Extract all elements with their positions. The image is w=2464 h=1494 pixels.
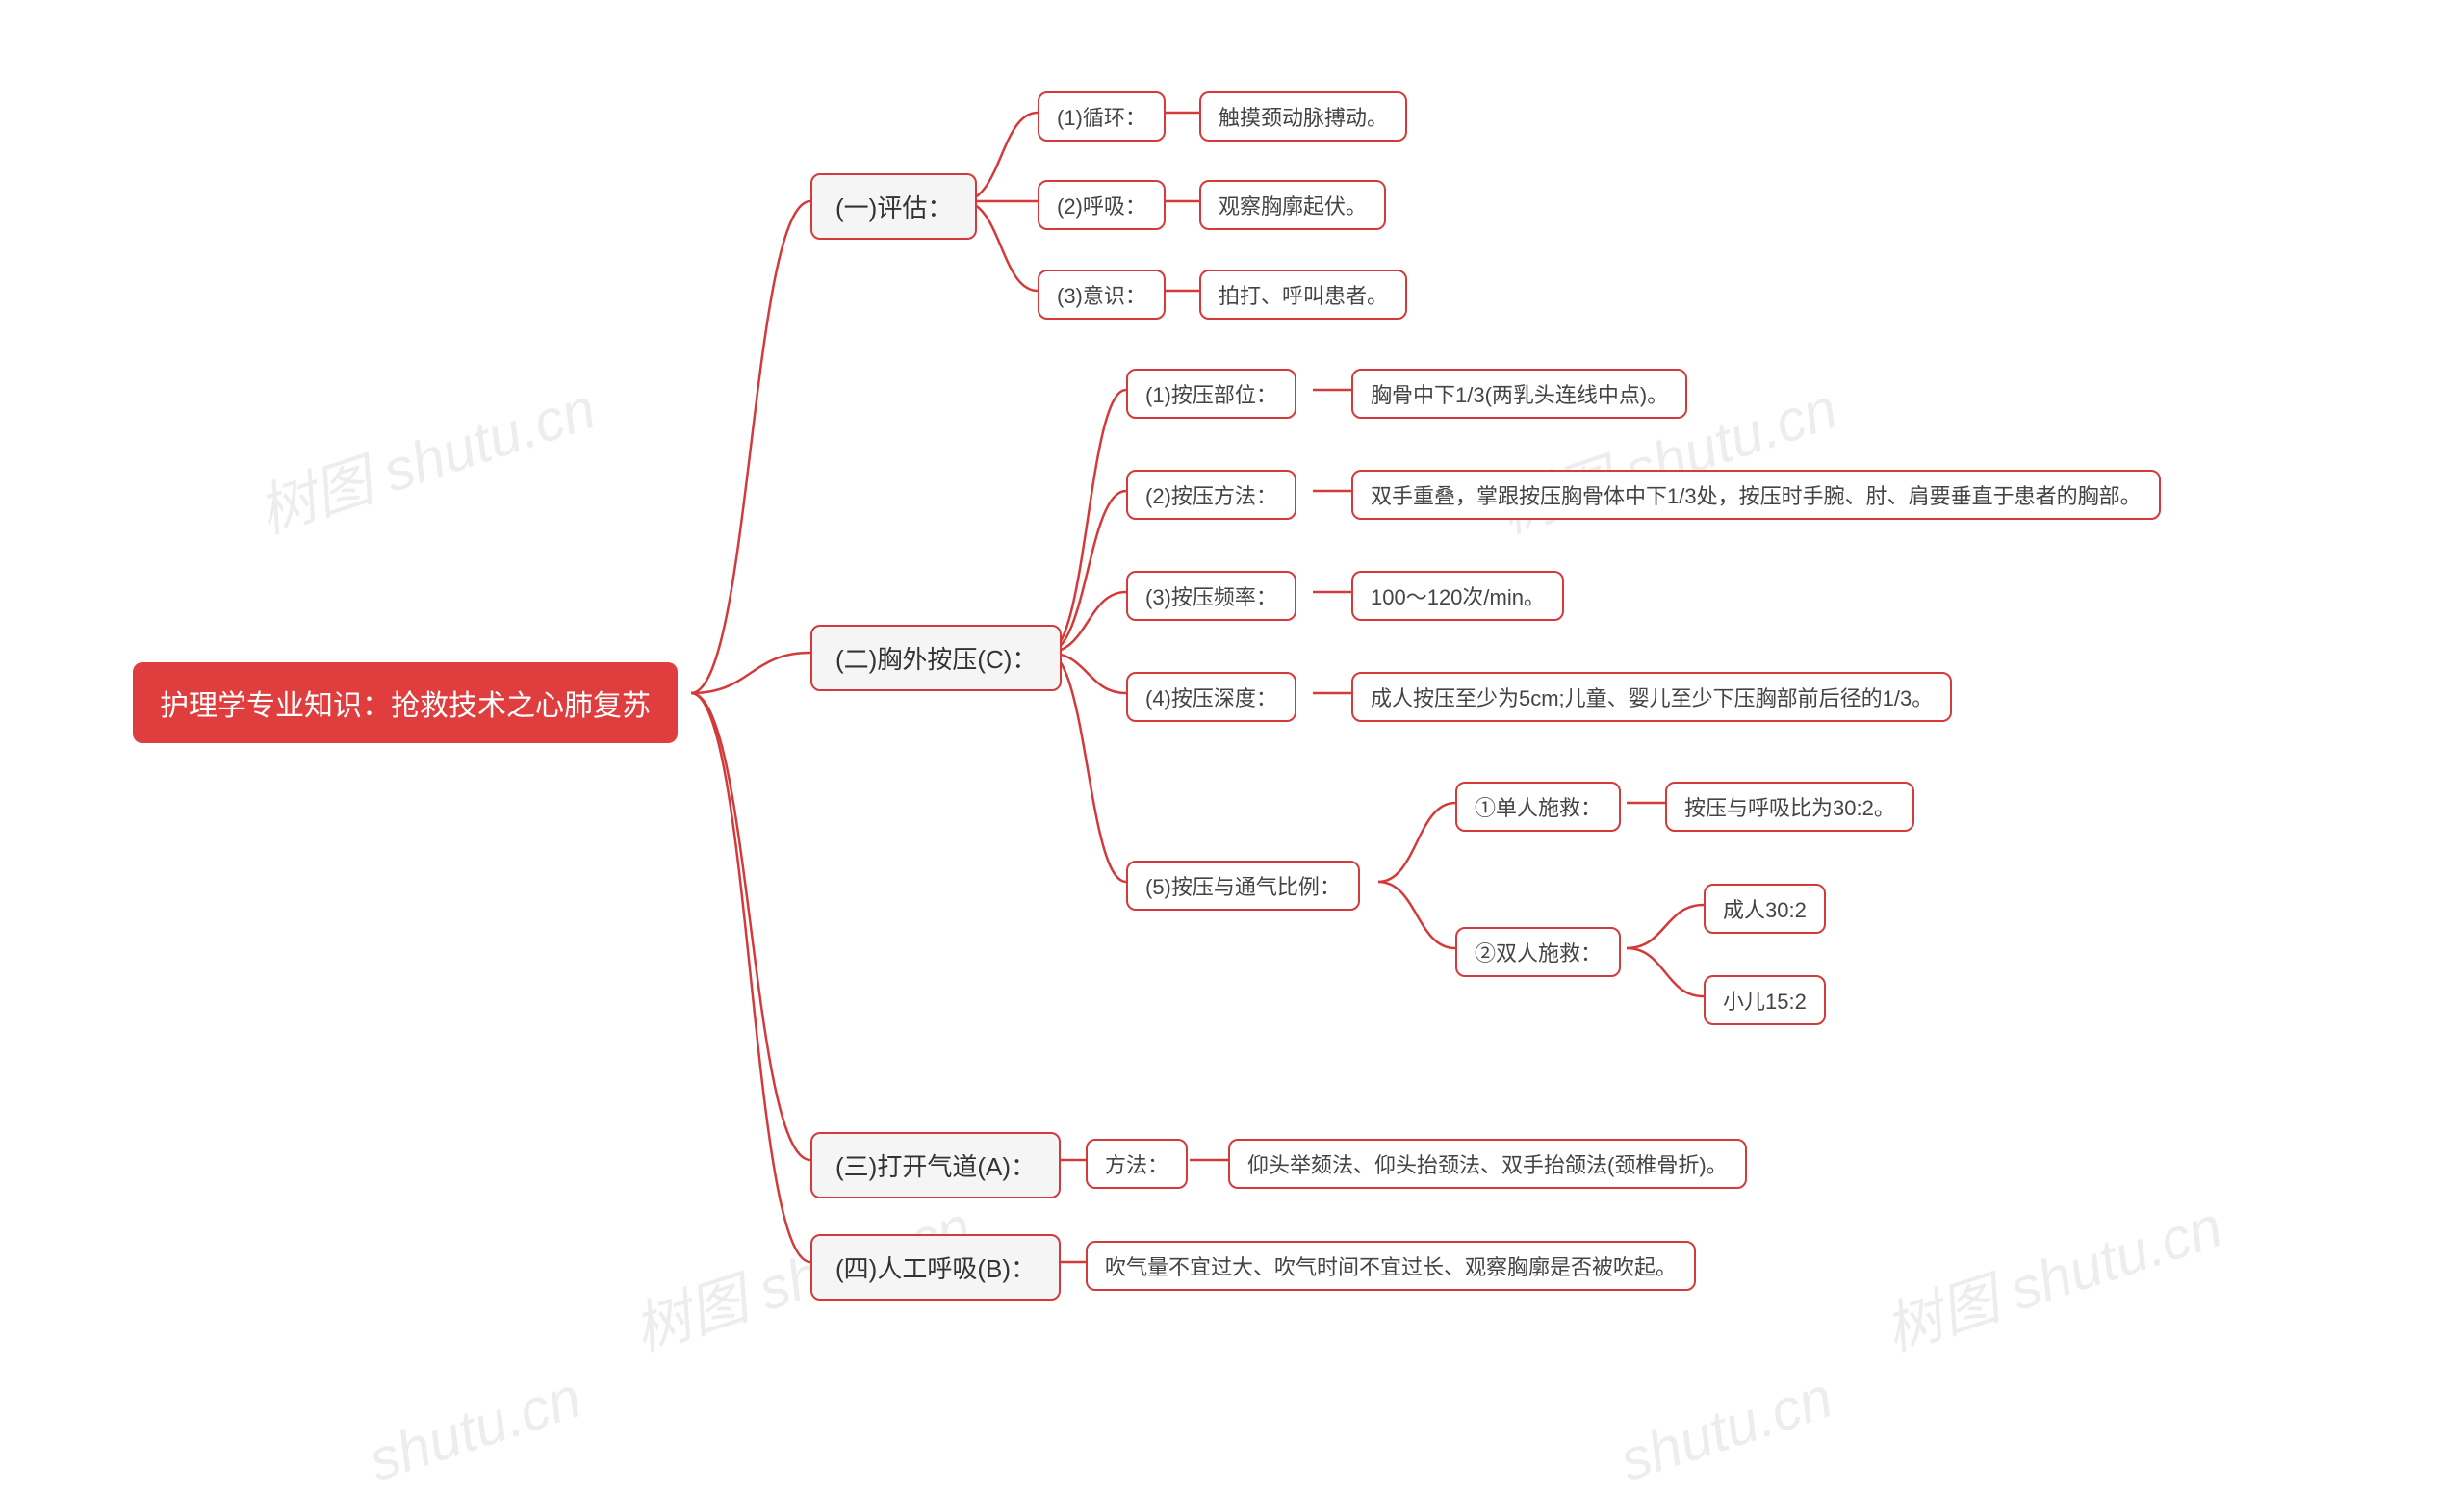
leaf-circulation: 触摸颈动脉搏动。 (1199, 91, 1407, 142)
leaf-rate: 100～120次/min。 (1351, 571, 1564, 621)
branch-compression: (二)胸外按压(C)： (810, 625, 1062, 691)
leaf-breathing: 观察胸廓起伏。 (1199, 180, 1386, 230)
root-node: 护理学专业知识：抢救技术之心肺复苏 (133, 662, 678, 743)
sub-position: (1)按压部位： (1126, 369, 1296, 419)
leaf-single-rescuer: 按压与呼吸比为30:2。 (1665, 782, 1914, 832)
leaf-airway-method: 仰头举颏法、仰头抬颈法、双手抬颌法(颈椎骨折)。 (1228, 1139, 1747, 1189)
watermark: 树图 shutu.cn (245, 362, 604, 550)
watermark: shutu.cn (1612, 1364, 1840, 1494)
sub-circulation: (1)循环： (1038, 91, 1166, 142)
sub-consciousness: (3)意识： (1038, 270, 1166, 320)
branch-breathing: (四)人工呼吸(B)： (810, 1234, 1061, 1301)
sub-method: (2)按压方法： (1126, 470, 1296, 520)
sub-breathing: (2)呼吸： (1038, 180, 1166, 230)
sub-depth: (4)按压深度： (1126, 672, 1296, 722)
sub-airway-method: 方法： (1086, 1139, 1188, 1189)
leaf-child-ratio: 小儿15:2 (1704, 975, 1826, 1025)
sub-double-rescuer: ②双人施救： (1455, 927, 1621, 977)
sub-rate: (3)按压频率： (1126, 571, 1296, 621)
leaf-method: 双手重叠，掌跟按压胸骨体中下1/3处，按压时手腕、肘、肩要垂直于患者的胸部。 (1351, 470, 2161, 520)
leaf-adult-ratio: 成人30:2 (1704, 884, 1826, 934)
leaf-consciousness: 拍打、呼叫患者。 (1199, 270, 1407, 320)
branch-airway: (三)打开气道(A)： (810, 1132, 1061, 1198)
watermark: 树图 shutu.cn (1872, 1180, 2231, 1368)
watermark: shutu.cn (361, 1364, 589, 1494)
leaf-artificial-breathing: 吹气量不宜过大、吹气时间不宜过长、观察胸廓是否被吹起。 (1086, 1241, 1696, 1291)
sub-ratio: (5)按压与通气比例： (1126, 861, 1360, 911)
branch-assess: (一)评估： (810, 173, 977, 240)
leaf-depth: 成人按压至少为5cm;儿童、婴儿至少下压胸部前后径的1/3。 (1351, 672, 1952, 722)
sub-single-rescuer: ①单人施救： (1455, 782, 1621, 832)
leaf-position: 胸骨中下1/3(两乳头连线中点)。 (1351, 369, 1687, 419)
